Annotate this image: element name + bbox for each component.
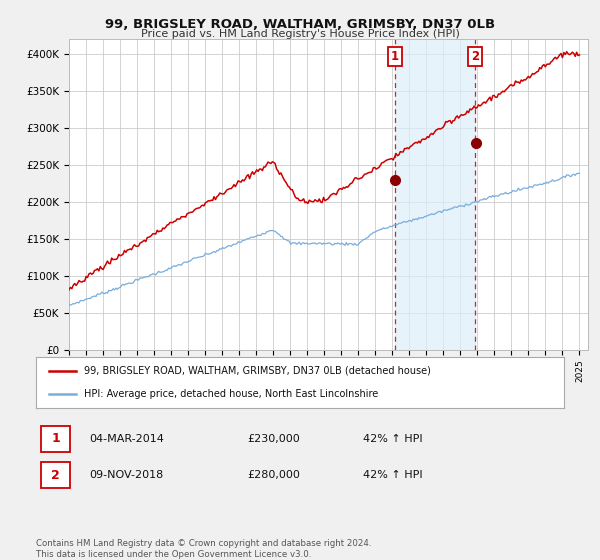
Text: 1: 1: [52, 432, 60, 445]
Text: 2: 2: [471, 50, 479, 63]
Text: Contains HM Land Registry data © Crown copyright and database right 2024.
This d: Contains HM Land Registry data © Crown c…: [36, 539, 371, 559]
Text: 42% ↑ HPI: 42% ↑ HPI: [364, 433, 423, 444]
Text: £230,000: £230,000: [247, 433, 300, 444]
FancyBboxPatch shape: [41, 426, 70, 452]
FancyBboxPatch shape: [41, 462, 70, 488]
Text: Price paid vs. HM Land Registry's House Price Index (HPI): Price paid vs. HM Land Registry's House …: [140, 29, 460, 39]
Text: £280,000: £280,000: [247, 470, 300, 480]
Text: 99, BRIGSLEY ROAD, WALTHAM, GRIMSBY, DN37 0LB (detached house): 99, BRIGSLEY ROAD, WALTHAM, GRIMSBY, DN3…: [83, 366, 430, 376]
Text: 99, BRIGSLEY ROAD, WALTHAM, GRIMSBY, DN37 0LB: 99, BRIGSLEY ROAD, WALTHAM, GRIMSBY, DN3…: [105, 18, 495, 31]
Bar: [395, 39, 475, 350]
Text: 09-NOV-2018: 09-NOV-2018: [89, 470, 163, 480]
Text: HPI: Average price, detached house, North East Lincolnshire: HPI: Average price, detached house, Nort…: [83, 389, 378, 399]
Text: 42% ↑ HPI: 42% ↑ HPI: [364, 470, 423, 480]
Text: 04-MAR-2014: 04-MAR-2014: [89, 433, 164, 444]
Text: 1: 1: [391, 50, 399, 63]
Text: 2: 2: [52, 469, 60, 482]
